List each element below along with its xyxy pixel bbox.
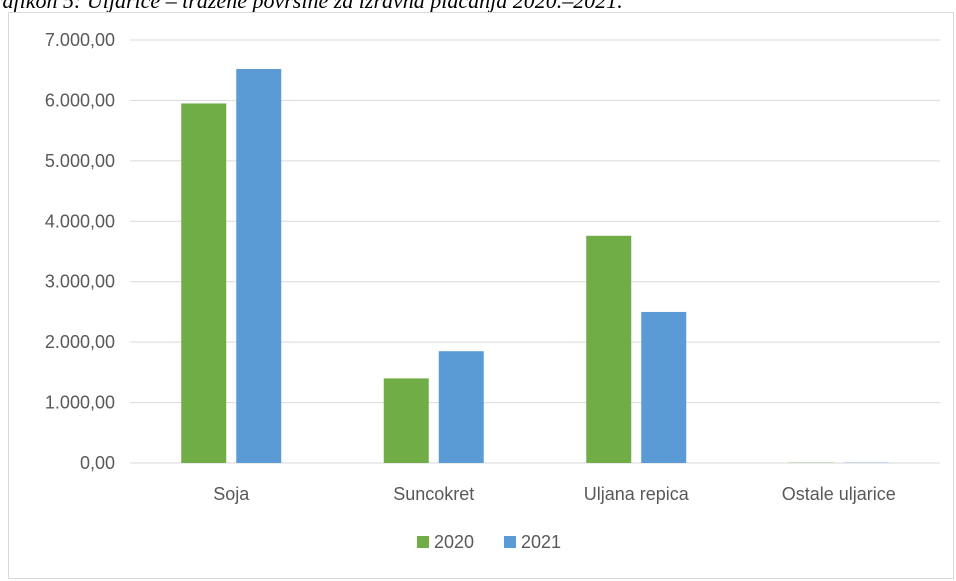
x-tick-label: Suncokret — [393, 484, 474, 504]
y-tick-label: 3.000,00 — [45, 272, 115, 292]
chart-area — [8, 12, 954, 579]
legend-swatch-2020 — [417, 536, 429, 548]
legend-label-2021: 2021 — [521, 532, 561, 552]
bar-2021-uljana-repica — [641, 311, 687, 463]
bars — [181, 69, 889, 464]
bar-2020-soja — [181, 103, 227, 463]
figure-caption: rafikon 5: Uljarice – tražene površine z… — [0, 0, 623, 13]
legend-swatch-2021 — [504, 536, 516, 548]
x-axis-tick-labels: Soja Suncokret Uljana repica Ostale uljaric… — [213, 484, 896, 504]
x-tick-label: Ostale uljarice — [782, 484, 896, 504]
bar-2020-uljana-repica — [586, 235, 632, 463]
legend: 2020 2021 — [417, 532, 561, 552]
x-tick-label: Uljana repica — [584, 484, 690, 504]
y-tick-label: 7.000,00 — [45, 30, 115, 50]
y-tick-label: 2.000,00 — [45, 332, 115, 352]
y-tick-label: 5.000,00 — [45, 151, 115, 171]
y-tick-label: 4.000,00 — [45, 211, 115, 231]
x-tick-label: Soja — [213, 484, 250, 504]
y-tick-label: 1.000,00 — [45, 393, 115, 413]
y-tick-label: 0,00 — [80, 453, 115, 473]
legend-label-2020: 2020 — [434, 532, 474, 552]
y-axis-tick-labels: 0,00 1.000,00 2.000,00 3.000,00 4.000,00 5.00… — [45, 30, 115, 473]
bar-2021-soja — [236, 69, 282, 464]
bar-2021-suncokret — [438, 351, 484, 463]
bar-2020-suncokret — [383, 378, 429, 463]
y-tick-label: 6.000,00 — [45, 90, 115, 110]
